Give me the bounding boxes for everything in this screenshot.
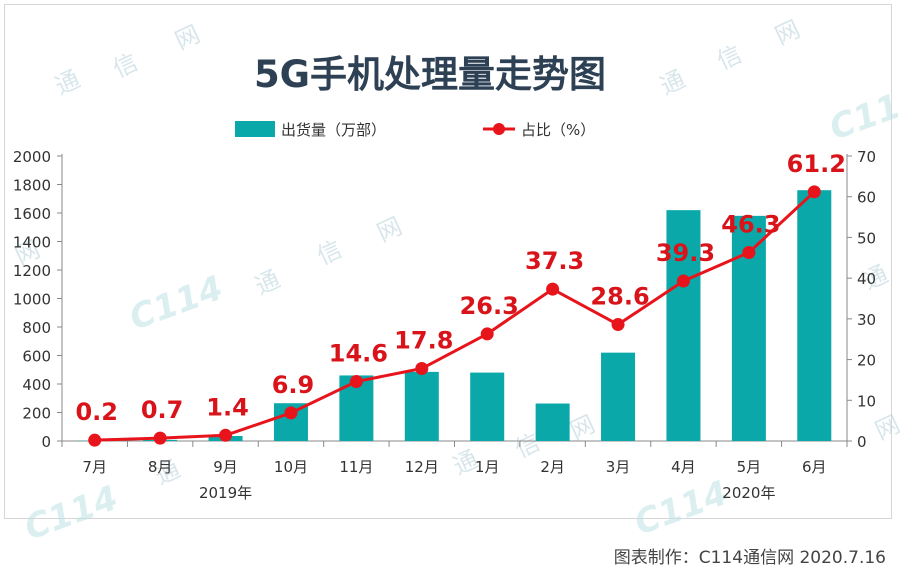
x-tick-label: 3月 [606, 458, 631, 476]
watermark-text: 网 [373, 212, 407, 248]
legend-line-marker [493, 123, 505, 135]
line-point [611, 318, 625, 332]
x-tick-label: 6月 [802, 458, 827, 476]
data-label: 0.7 [141, 396, 184, 424]
watermark-text: 信 [713, 40, 747, 76]
x-tick-label: 8月 [148, 458, 173, 476]
data-label: 17.8 [394, 327, 453, 355]
watermark-text: 通 [51, 65, 85, 101]
data-label: 0.2 [75, 398, 118, 426]
x-tick-label: 12月 [405, 458, 439, 476]
legend-bar-label: 出货量（万部） [281, 121, 386, 139]
data-label: 28.6 [590, 283, 649, 311]
line-point [676, 274, 690, 288]
chart-title: 5G手机处理量走势图 [254, 53, 606, 96]
watermark-text: 网 [771, 15, 805, 51]
legend: 出货量（万部） 占比（%） [235, 121, 595, 139]
watermark-text: 网 [566, 410, 600, 446]
y-right-tick-label: 40 [857, 270, 876, 288]
x-tick-label: 10月 [274, 458, 308, 476]
y-right-tick-label: 60 [857, 189, 876, 207]
data-labels: 0.2 0.7 1.4 6.9 14.6 17.826.337.328.639.346.3… [75, 150, 845, 426]
line-point [219, 428, 233, 442]
y-left-tick-label: 1200 [13, 262, 51, 280]
x-tick-label: 4月 [671, 458, 696, 476]
y-right-tick-label: 20 [857, 352, 876, 370]
x-tick-label: 5月 [737, 458, 762, 476]
y-left-tick-label: 600 [22, 348, 51, 366]
line-point [88, 433, 102, 447]
watermark-logo: C114 [124, 268, 228, 338]
watermark-text: 网 [871, 410, 900, 446]
watermark-text: 通 [251, 265, 285, 301]
year-label: 2020年 [722, 484, 775, 502]
year-label: 2019年 [199, 484, 252, 502]
watermark-logo: C114 [824, 78, 900, 148]
axes: 0 200 400 600 800 1000 1200 1400 1600 1800 2000 0 10… [13, 148, 876, 502]
line-point [480, 327, 494, 341]
line-point [284, 406, 298, 420]
line-point [546, 282, 560, 296]
line-point [349, 375, 363, 389]
y-left-tick-label: 800 [22, 319, 51, 337]
watermark-text: 信 [109, 48, 143, 84]
y-right-tick-label: 10 [857, 392, 876, 410]
watermark-logo: C114 [19, 478, 123, 548]
line-point [807, 185, 821, 199]
legend-line-label: 占比（%） [521, 121, 595, 139]
line-series [88, 185, 821, 447]
x-tick-label: 11月 [339, 458, 373, 476]
legend-bar-swatch [235, 121, 275, 137]
line-path [94, 190, 816, 442]
bar [666, 210, 701, 441]
watermark-text: 网 [171, 20, 205, 56]
data-label: 46.3 [721, 210, 780, 238]
y-left-tick-label: 2000 [13, 148, 51, 166]
bar [797, 190, 832, 441]
y-left-tick-label: 0 [41, 433, 51, 451]
y-left-tick-label: 1400 [13, 234, 51, 252]
line-point [742, 245, 756, 259]
x-tick-label: 9月 [213, 458, 238, 476]
bar [470, 372, 505, 441]
data-label: 26.3 [460, 292, 519, 320]
y-right-tick-label: 70 [857, 148, 876, 166]
data-label: 6.9 [272, 371, 315, 399]
y-left-tick-label: 1000 [13, 291, 51, 309]
data-label: 61.2 [787, 150, 846, 178]
y-left-tick-label: 200 [22, 405, 51, 423]
y-left-tick-label: 1800 [13, 177, 51, 195]
bar [601, 352, 636, 441]
x-tick-label: 7月 [82, 458, 107, 476]
x-tick-label: 2月 [540, 458, 565, 476]
y-right-tick-label: 30 [857, 311, 876, 329]
bar [404, 371, 439, 441]
y-left-tick-label: 1600 [13, 205, 51, 223]
data-label: 14.6 [329, 340, 388, 368]
line-point [415, 362, 429, 376]
y-right-tick-label: 50 [857, 229, 876, 247]
data-label: 39.3 [656, 239, 715, 267]
y-right-tick-label: 0 [857, 433, 867, 451]
watermark-text: 通 [656, 65, 690, 101]
bar [535, 403, 570, 441]
chart-credit: 图表制作：C114通信网 2020.7.16 [613, 548, 886, 568]
bar-series [77, 190, 832, 441]
line-point [153, 431, 167, 445]
watermark-logo: C114 [629, 473, 733, 543]
x-tick-label: 1月 [475, 458, 500, 476]
data-label: 37.3 [525, 247, 584, 275]
watermark-text: 信 [313, 235, 347, 271]
y-left-tick-label: 400 [22, 376, 51, 394]
data-label: 1.4 [206, 393, 249, 421]
